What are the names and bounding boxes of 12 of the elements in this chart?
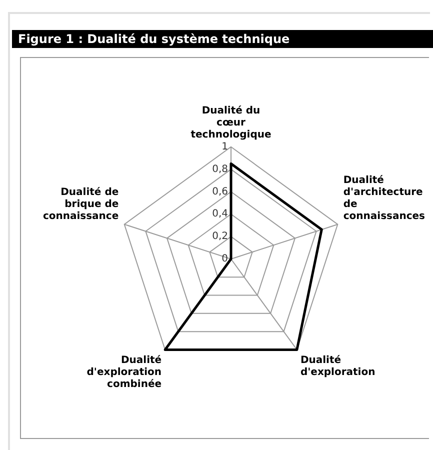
y-tick-label: 1 xyxy=(222,141,228,152)
spoke-label: Dualité d'exploration combinée xyxy=(86,355,162,390)
spoke-label: Dualité du cœur technologique xyxy=(190,105,272,140)
spoke-label: Dualité de brique de connaissance xyxy=(42,187,119,222)
y-tick-label: 0,6 xyxy=(212,186,228,198)
chart-title: Figure 1 : Dualité du système technique xyxy=(12,30,433,48)
y-tick-label: 0,8 xyxy=(212,164,228,175)
y-tick-label: 0 xyxy=(222,254,228,265)
spoke-label: Dualité d'architecture de connaissances xyxy=(343,175,426,222)
spoke-label: Dualité d'exploration xyxy=(300,355,376,378)
y-tick-label: 0,4 xyxy=(212,208,228,220)
y-tick-label: 0,2 xyxy=(212,231,228,242)
